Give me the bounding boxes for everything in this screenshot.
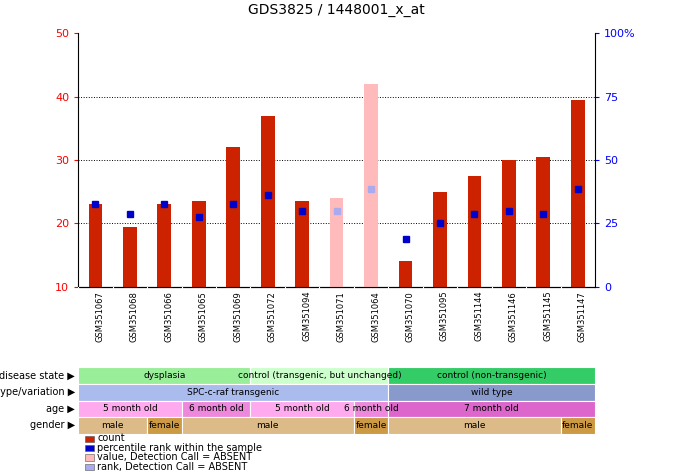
Bar xyxy=(226,147,240,287)
Text: 5 month old: 5 month old xyxy=(275,404,330,413)
Bar xyxy=(330,198,343,287)
Bar xyxy=(261,116,275,287)
Text: GSM351067: GSM351067 xyxy=(95,291,105,342)
Text: SPC-c-raf transgenic: SPC-c-raf transgenic xyxy=(187,388,279,397)
Text: gender ▶: gender ▶ xyxy=(30,420,75,430)
Text: male: male xyxy=(463,421,486,430)
Text: control (transgenic, but unchanged): control (transgenic, but unchanged) xyxy=(237,371,401,380)
Text: GSM351071: GSM351071 xyxy=(337,291,345,342)
Text: male: male xyxy=(101,421,124,430)
Text: GSM351147: GSM351147 xyxy=(578,291,587,342)
Text: GSM351145: GSM351145 xyxy=(543,291,552,341)
Text: control (non-transgenic): control (non-transgenic) xyxy=(437,371,547,380)
Text: 6 month old: 6 month old xyxy=(343,404,398,413)
Text: 6 month old: 6 month old xyxy=(188,404,243,413)
Text: female: female xyxy=(149,421,180,430)
Bar xyxy=(295,201,309,287)
Text: male: male xyxy=(256,421,279,430)
Bar xyxy=(571,100,585,287)
Bar xyxy=(123,227,137,287)
Bar xyxy=(158,204,171,287)
Text: GSM351068: GSM351068 xyxy=(130,291,139,342)
Text: GSM351069: GSM351069 xyxy=(233,291,242,342)
Bar xyxy=(192,201,205,287)
Text: age ▶: age ▶ xyxy=(46,404,75,414)
Bar xyxy=(364,84,378,287)
Text: GSM351095: GSM351095 xyxy=(440,291,449,341)
Text: GSM351144: GSM351144 xyxy=(475,291,483,341)
Text: percentile rank within the sample: percentile rank within the sample xyxy=(97,443,262,453)
Bar xyxy=(537,157,550,287)
Text: female: female xyxy=(356,421,387,430)
Text: dysplasia: dysplasia xyxy=(143,371,186,380)
Text: GSM351064: GSM351064 xyxy=(371,291,380,342)
Bar xyxy=(398,262,412,287)
Text: GSM351070: GSM351070 xyxy=(405,291,415,342)
Text: GSM351146: GSM351146 xyxy=(509,291,518,342)
Text: disease state ▶: disease state ▶ xyxy=(0,371,75,381)
Text: 5 month old: 5 month old xyxy=(103,404,157,413)
Text: wild type: wild type xyxy=(471,388,513,397)
Text: rank, Detection Call = ABSENT: rank, Detection Call = ABSENT xyxy=(97,462,248,472)
Text: 7 month old: 7 month old xyxy=(464,404,519,413)
Bar xyxy=(502,160,515,287)
Text: GSM351094: GSM351094 xyxy=(302,291,311,341)
Text: GSM351065: GSM351065 xyxy=(199,291,208,342)
Text: GSM351066: GSM351066 xyxy=(165,291,173,342)
Bar xyxy=(433,191,447,287)
Bar xyxy=(468,176,481,287)
Text: GDS3825 / 1448001_x_at: GDS3825 / 1448001_x_at xyxy=(248,2,425,17)
Text: female: female xyxy=(562,421,594,430)
Bar xyxy=(88,204,102,287)
Text: genotype/variation ▶: genotype/variation ▶ xyxy=(0,387,75,397)
Text: count: count xyxy=(97,433,125,444)
Text: value, Detection Call = ABSENT: value, Detection Call = ABSENT xyxy=(97,452,252,462)
Text: GSM351072: GSM351072 xyxy=(268,291,277,342)
